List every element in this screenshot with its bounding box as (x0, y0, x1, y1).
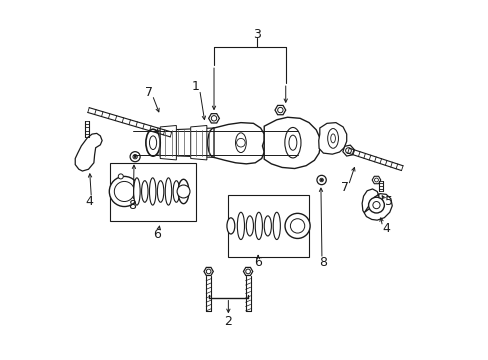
Text: 4: 4 (85, 195, 93, 208)
Polygon shape (164, 129, 177, 141)
Text: 6: 6 (152, 228, 160, 241)
Text: 5: 5 (384, 195, 392, 208)
Ellipse shape (173, 181, 179, 202)
Polygon shape (160, 126, 176, 160)
Polygon shape (371, 176, 380, 184)
Ellipse shape (273, 212, 280, 239)
Circle shape (114, 181, 134, 202)
Ellipse shape (165, 178, 171, 205)
Text: 7: 7 (340, 181, 348, 194)
Ellipse shape (264, 216, 271, 236)
Circle shape (118, 174, 123, 179)
Polygon shape (274, 105, 285, 115)
Circle shape (134, 156, 136, 158)
Polygon shape (153, 128, 214, 157)
Polygon shape (243, 267, 252, 275)
Text: 8: 8 (128, 199, 136, 212)
Text: 3: 3 (253, 28, 261, 41)
Circle shape (133, 154, 137, 159)
Circle shape (130, 152, 140, 162)
Circle shape (316, 175, 325, 185)
Polygon shape (318, 123, 346, 154)
Polygon shape (208, 114, 219, 123)
Text: 1: 1 (192, 80, 200, 93)
Ellipse shape (146, 131, 159, 155)
Polygon shape (264, 117, 320, 168)
Ellipse shape (207, 128, 220, 157)
Ellipse shape (255, 212, 262, 239)
Ellipse shape (157, 181, 163, 202)
Ellipse shape (226, 218, 234, 234)
Circle shape (290, 219, 304, 233)
Ellipse shape (178, 179, 188, 204)
Polygon shape (214, 123, 264, 164)
Ellipse shape (133, 178, 140, 205)
Ellipse shape (149, 178, 156, 205)
Text: 6: 6 (254, 256, 262, 269)
Ellipse shape (142, 181, 148, 202)
Circle shape (368, 197, 384, 213)
Circle shape (177, 185, 190, 198)
Circle shape (319, 178, 323, 182)
Circle shape (320, 179, 322, 181)
Ellipse shape (145, 129, 160, 156)
Text: 7: 7 (145, 86, 153, 99)
Polygon shape (203, 267, 213, 275)
Text: 2: 2 (224, 315, 232, 328)
Text: 8: 8 (319, 256, 327, 269)
Circle shape (109, 176, 139, 207)
Ellipse shape (246, 216, 253, 236)
Polygon shape (190, 126, 206, 160)
Circle shape (285, 213, 309, 238)
Ellipse shape (237, 212, 244, 239)
Polygon shape (342, 145, 353, 156)
Text: 4: 4 (382, 222, 389, 235)
